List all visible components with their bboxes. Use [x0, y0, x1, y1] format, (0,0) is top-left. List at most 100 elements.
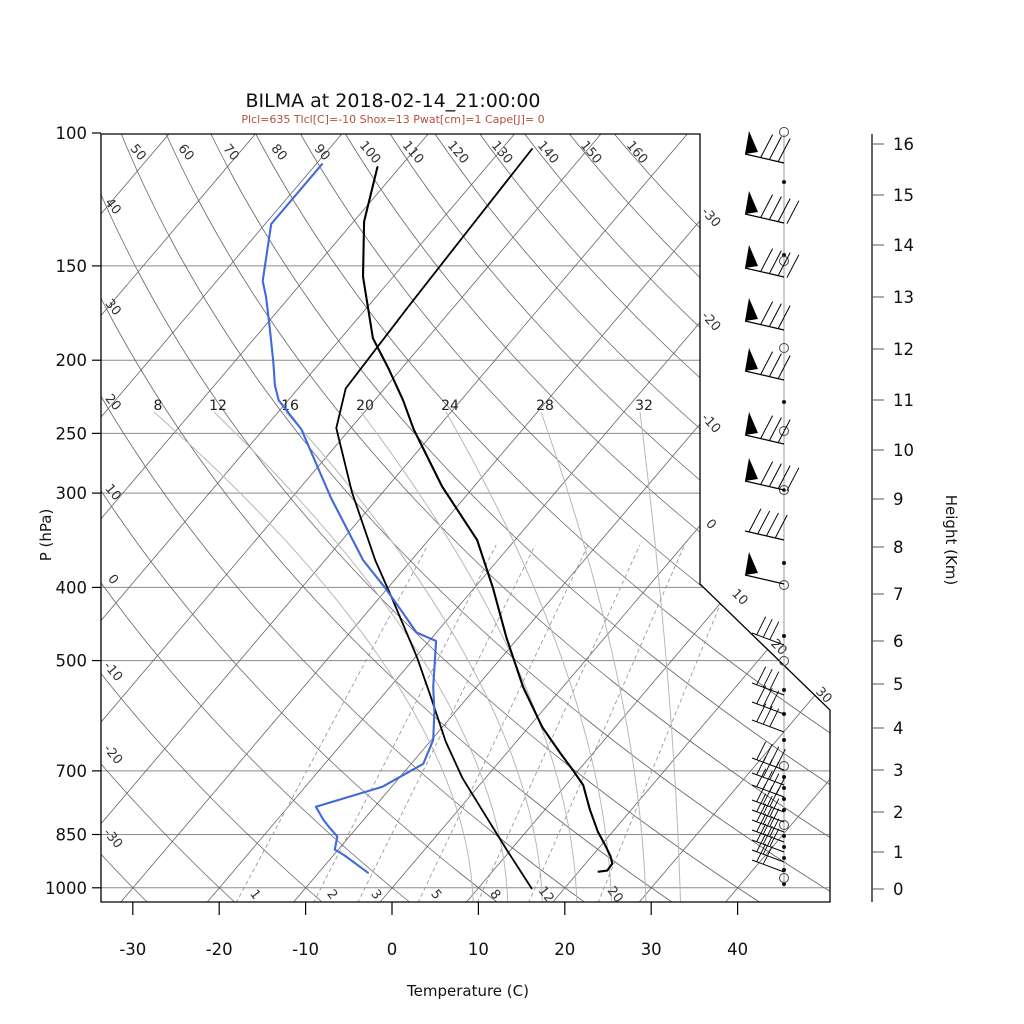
dry-adiabat-label: 0	[104, 572, 121, 588]
wind-barb-feather	[768, 417, 782, 441]
wind-level-dot	[782, 400, 786, 404]
height-axis-title: Height (Km)	[942, 494, 960, 586]
wind-level-dot	[782, 882, 786, 886]
wind-barb-feather	[756, 616, 767, 635]
wind-barb-feather	[762, 816, 773, 835]
mixing-ratio-line	[235, 544, 429, 902]
wind-level-dot	[782, 688, 786, 692]
dry-adiabat-line	[101, 134, 679, 902]
dry-adiabat-line	[101, 134, 152, 902]
wind-barb-shaft	[751, 784, 785, 798]
wind-barb-feather	[762, 619, 773, 638]
wind-barb-feather	[777, 305, 791, 329]
pressure-tick-label: 1000	[45, 879, 87, 898]
wind-barb-feather	[769, 671, 780, 690]
isotherm-line	[459, 134, 830, 902]
wind-barb-shaft	[751, 809, 785, 823]
wind-barb-shaft	[744, 370, 785, 381]
wind-barb-feather	[769, 828, 780, 847]
wind-barb-feather	[777, 419, 791, 443]
isotherm-line	[101, 134, 346, 902]
wind-barb-feather	[786, 254, 800, 278]
wind-level-circle	[779, 580, 789, 590]
pressure-tick-label: 300	[56, 484, 88, 503]
height-tick-label: 10	[893, 441, 914, 460]
wind-barb-feather	[768, 136, 782, 160]
dry-adiabat-line	[565, 134, 830, 902]
height-tick-label: 8	[893, 538, 904, 557]
pressure-tick-label: 850	[56, 826, 88, 845]
isotherm-line	[101, 134, 260, 902]
wind-barb-feather	[756, 833, 767, 852]
moist-adiabat-label: 24	[441, 398, 459, 414]
dry-adiabat-label: 90	[311, 142, 333, 164]
wind-level-dot	[782, 786, 786, 790]
wind-barb-feather	[768, 196, 782, 220]
wind-barb-shaft	[751, 819, 785, 833]
isotherm-line	[101, 134, 173, 902]
wind-barb-feather	[769, 690, 780, 709]
wind-barb-feather	[768, 303, 782, 327]
temperature-curve	[361, 166, 614, 873]
wind-level-circle	[779, 343, 789, 353]
wind-level-dot	[782, 808, 786, 812]
wind-barb-shaft	[751, 632, 785, 646]
wind-level-dot	[782, 856, 786, 860]
wind-barb-feather	[768, 250, 782, 274]
wind-barb-pennant	[745, 412, 758, 435]
pressure-tick-label: 200	[56, 351, 88, 370]
wind-level-dot	[782, 738, 786, 742]
wind-level-dot	[782, 561, 786, 565]
dry-adiabat-label: 130	[488, 138, 515, 167]
wind-barb-feather	[760, 248, 774, 272]
wind-barb-feather	[760, 134, 774, 158]
axes: -30 -20 -10 0 10 20 30 401001502002503004005007…	[45, 124, 914, 959]
pressure-tick-label: 700	[56, 762, 88, 781]
wind-barb-feather	[762, 806, 773, 825]
wind-level-dot	[782, 253, 786, 257]
isotherm-label: -20	[698, 309, 723, 335]
moist-adiabat-line	[445, 411, 612, 902]
wind-barb-shaft	[744, 213, 785, 224]
dry-adiabat-label: -10	[100, 659, 125, 685]
dry-adiabat-line	[610, 134, 830, 902]
wind-barb-feather	[760, 415, 774, 439]
mixing-ratio-label: 2	[323, 887, 340, 903]
wind-barb-feather	[760, 194, 774, 218]
wind-barb-feather	[762, 706, 773, 725]
wind-barb-shaft	[744, 434, 785, 445]
height-tick-label: 4	[893, 719, 904, 738]
pressure-axis-title: P (hPa)	[37, 508, 55, 562]
dry-adiabat-line	[297, 134, 830, 902]
wind-barb-feather	[766, 512, 779, 537]
wind-barb-shaft	[751, 849, 785, 863]
wind-barb-shaft	[751, 719, 785, 733]
dry-adiabat-line	[253, 134, 830, 902]
wind-barb-feather	[756, 823, 767, 842]
height-tick-label: 1	[893, 843, 904, 862]
wind-barb-pennant	[745, 348, 758, 371]
height-tick-label: 0	[893, 880, 904, 899]
dry-adiabat-label: -30	[100, 826, 125, 852]
grid-line-labels: 50 60 70 80 90 100 110 120 130 140 150 160403020100…	[100, 138, 835, 906]
pressure-tick-label: 100	[56, 124, 88, 143]
sounding-indices-line: Plcl=635 Tlcl[C]=-10 Shox=13 Pwat[cm]=1 …	[241, 113, 545, 126]
wind-barb-feather	[762, 759, 773, 778]
pressure-tick-label: 400	[56, 578, 88, 597]
wind-barb-feather	[757, 510, 771, 535]
wind-barb-feather	[774, 514, 788, 539]
wind-barb-shaft	[751, 829, 785, 843]
moist-adiabat-line	[213, 411, 509, 902]
wind-barb-feather	[756, 803, 767, 822]
mixing-ratio-line	[597, 544, 746, 902]
wind-level-dot	[782, 634, 786, 638]
wind-barb-feather	[769, 761, 780, 780]
moist-adiabat-label: 20	[356, 398, 374, 414]
wind-barb-pennant	[745, 298, 758, 321]
height-tick-label: 14	[893, 236, 914, 255]
wind-level-circle	[779, 656, 789, 666]
height-tick-label: 12	[893, 340, 914, 359]
dry-adiabat-line	[476, 134, 830, 902]
wind-barb-shaft	[744, 153, 785, 164]
